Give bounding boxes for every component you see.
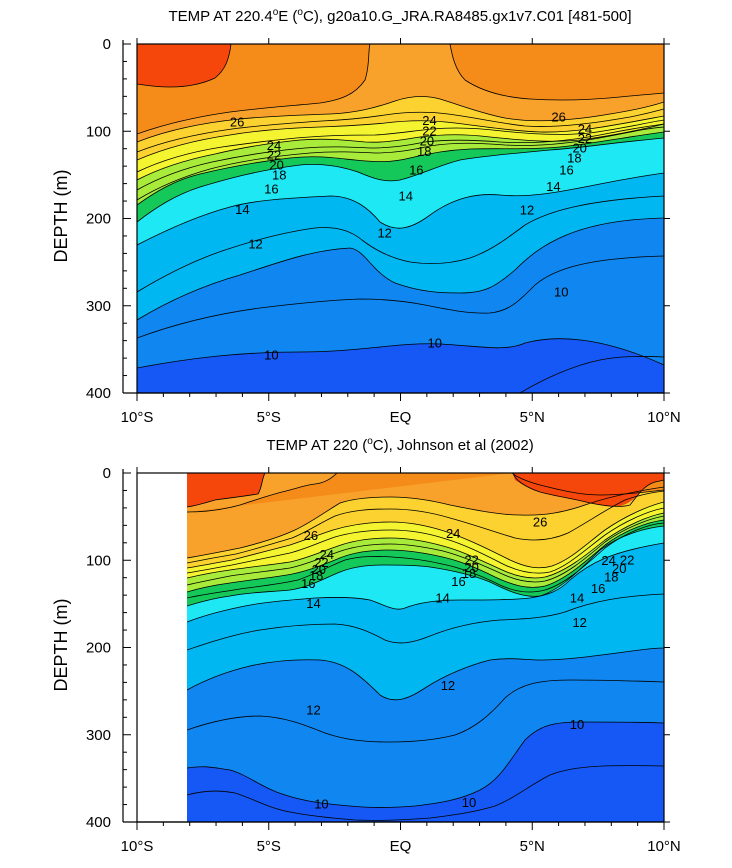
bottom-y-axis-label: DEPTH (m) — [51, 599, 71, 692]
contour-label: 16 — [409, 163, 423, 178]
bottom-x-ticks: 10°S 5°S EQ 5°N 10°N — [121, 467, 681, 855]
contour-label: 14 — [235, 202, 249, 217]
y-tick-label: 400 — [86, 385, 111, 402]
contour-label: 10 — [554, 285, 568, 300]
y-tick-label: 200 — [86, 640, 111, 657]
contour-label: 24 — [319, 547, 333, 562]
contour-label: 16 — [559, 163, 573, 178]
y-tick-label: 100 — [86, 123, 111, 140]
contour-label: 22 — [314, 555, 328, 570]
contour-label: 14 — [435, 591, 449, 606]
band-above-28-north — [513, 473, 664, 507]
top-x-ticks: 10°S 5°S EQ 5°N 10°N — [121, 38, 681, 426]
top-contour-lines — [137, 44, 664, 393]
contour-label: 14 — [399, 189, 413, 204]
contour-label: 24 — [601, 553, 615, 568]
contour-label: 20 — [612, 561, 626, 576]
y-tick-label: 0 — [103, 465, 111, 482]
y-tick-label: 100 — [86, 552, 111, 569]
top-y-axis-label: DEPTH (m) — [51, 170, 71, 263]
x-tick-label: 10°N — [647, 838, 681, 855]
contour-label: 18 — [462, 566, 476, 581]
top-panel-title: TEMP AT 220.4oE (oC), g20a10.G_JRA.RA848… — [168, 7, 631, 25]
band-26-to-28 — [137, 44, 664, 134]
contour-label: 14 — [570, 591, 584, 606]
x-tick-label: 5°S — [257, 409, 281, 426]
bottom-filled-contours — [187, 473, 664, 822]
contour-label: 22 — [464, 552, 478, 567]
x-tick-label: EQ — [390, 838, 412, 855]
bottom-contour-lines — [187, 473, 664, 821]
contour-label: 24 — [267, 138, 281, 153]
x-tick-label: 5°N — [520, 838, 545, 855]
contour-label: 24 — [446, 526, 460, 541]
x-tick-label: 5°N — [520, 409, 545, 426]
contour-label: 22 — [267, 148, 281, 163]
contour-label: 10 — [462, 795, 476, 810]
contour-label: 10 — [314, 797, 328, 812]
contour-label: 20 — [464, 560, 478, 575]
contour-label: 22 — [620, 552, 634, 567]
x-tick-label: 10°S — [121, 409, 154, 426]
top-contour-labels: 2624222018161412102422201816141210262422… — [230, 109, 592, 362]
y-tick-label: 400 — [86, 814, 111, 831]
x-tick-label: EQ — [390, 409, 412, 426]
y-tick-label: 0 — [103, 36, 111, 53]
contour-label: 16 — [264, 182, 278, 197]
y-tick-label: 200 — [86, 211, 111, 228]
contour-label: 20 — [572, 141, 586, 156]
contour-label: 12 — [441, 678, 455, 693]
contour-label: 22 — [578, 131, 592, 146]
top-panel: TEMP AT 220.4oE (oC), g20a10.G_JRA.RA848… — [51, 7, 681, 426]
contour-label: 16 — [591, 581, 605, 596]
x-tick-label: 10°S — [121, 838, 154, 855]
contour-label: 12 — [306, 702, 320, 717]
contour-label: 18 — [567, 150, 581, 165]
contour-label: 20 — [269, 157, 283, 172]
contour-label: 26 — [533, 515, 547, 530]
contour-label: 26 — [230, 115, 244, 130]
bottom-panel-title: TEMP AT 220 (oC), Johnson et al (2002) — [266, 436, 533, 454]
contour-label: 10 — [428, 335, 442, 350]
band-above-28 — [187, 473, 265, 507]
contour-label: 12 — [377, 225, 391, 240]
contour-label: 16 — [301, 576, 315, 591]
top-filled-contours — [137, 44, 664, 393]
contour-label: 18 — [272, 168, 286, 183]
contour-label: 18 — [604, 570, 618, 585]
y-tick-label: 300 — [86, 727, 111, 744]
contour-label: 20 — [420, 134, 434, 149]
contour-label: 26 — [551, 109, 565, 124]
x-tick-label: 10°N — [647, 409, 681, 426]
contour-label: 14 — [306, 596, 320, 611]
contour-label: 12 — [520, 203, 534, 218]
bottom-y-ticks: 0 100 200 300 400 — [86, 465, 670, 831]
bottom-panel: TEMP AT 220 (oC), Johnson et al (2002) — [51, 436, 681, 855]
contour-label: 12 — [572, 615, 586, 630]
contour-label: 26 — [304, 528, 318, 543]
contour-label: 14 — [546, 179, 560, 194]
contour-label: 20 — [312, 562, 326, 577]
contour-label: 22 — [422, 123, 436, 138]
contour-label: 12 — [248, 237, 262, 252]
contour-label: 16 — [451, 574, 465, 589]
contour-label: 24 — [578, 122, 592, 137]
contour-label: 24 — [422, 113, 436, 128]
contour-label: 18 — [309, 568, 323, 583]
contour-label: 18 — [417, 144, 431, 159]
y-tick-label: 300 — [86, 298, 111, 315]
band-above-28 — [137, 44, 231, 87]
top-y-ticks: 0 100 200 300 400 — [86, 36, 670, 402]
x-tick-label: 5°S — [257, 838, 281, 855]
contour-label: 10 — [570, 717, 584, 732]
contour-label: 10 — [264, 347, 278, 362]
